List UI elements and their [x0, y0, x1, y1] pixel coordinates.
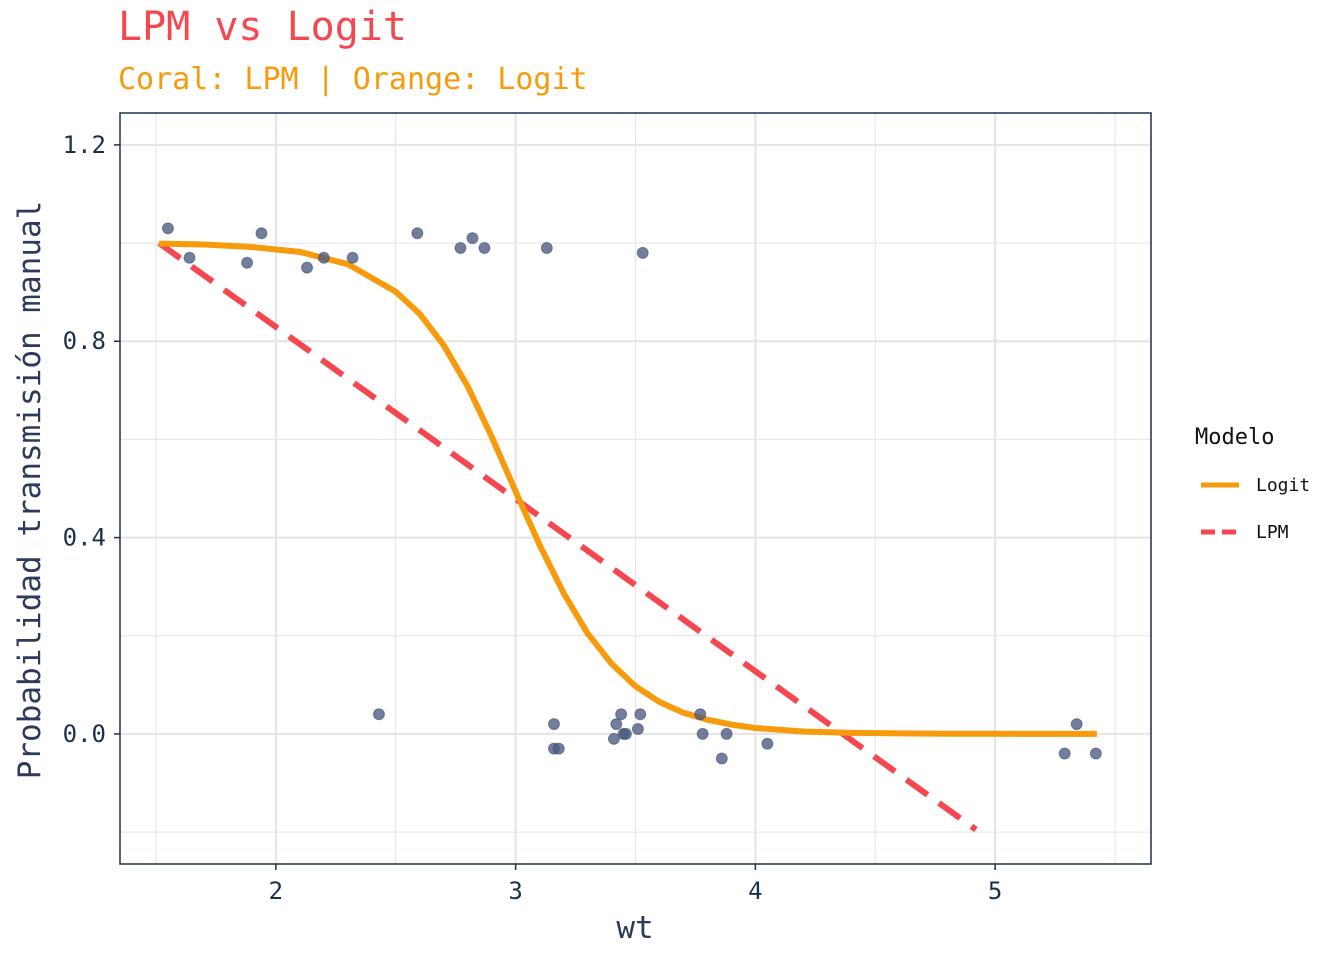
legend: Modelo Logit LPM	[1195, 425, 1310, 543]
series-line-logit	[159, 240, 1097, 737]
axes: 2 3 4 5 0.0 0.4 0.8 1.2	[63, 131, 1003, 905]
data-point	[610, 718, 623, 731]
data-point	[715, 752, 728, 765]
data-point	[634, 708, 647, 721]
data-point	[1089, 747, 1102, 760]
chart-title: LPM vs Logit	[118, 4, 407, 50]
data-point	[317, 251, 330, 264]
y-tick-label: 1.2	[63, 131, 106, 159]
data-point	[607, 732, 620, 745]
legend-label-lpm: LPM	[1256, 522, 1289, 543]
y-tick-label: 0.0	[63, 720, 106, 748]
data-point	[1070, 718, 1083, 731]
series-layer	[157, 240, 1097, 833]
data-point	[466, 232, 479, 245]
x-tick-label: 3	[508, 877, 522, 905]
x-axis-title: wt	[616, 910, 653, 946]
legend-title: Modelo	[1195, 425, 1274, 450]
chart-subtitle: Coral: LPM | Orange: Logit	[118, 62, 588, 97]
data-point	[301, 261, 314, 274]
data-point	[478, 241, 491, 254]
y-axis-title: Probabilidad transmisión manual	[12, 201, 48, 780]
data-point	[372, 708, 385, 721]
data-point	[552, 742, 565, 755]
data-point	[696, 727, 709, 740]
series-line-lpm	[157, 240, 978, 833]
x-tick-label: 2	[269, 877, 283, 905]
plot-panel-frame	[119, 112, 1152, 865]
legend-label-logit: Logit	[1256, 475, 1310, 496]
data-point	[411, 227, 424, 240]
data-point	[183, 251, 196, 264]
data-point	[720, 727, 733, 740]
data-point	[631, 723, 644, 736]
data-point	[255, 227, 268, 240]
data-point	[547, 718, 560, 731]
data-point	[761, 737, 774, 750]
grid-lines	[120, 113, 1151, 864]
data-point	[540, 241, 553, 254]
data-point	[241, 256, 254, 269]
data-point	[161, 222, 174, 235]
y-tick-label: 0.8	[63, 327, 106, 355]
data-point	[694, 708, 707, 721]
y-tick-label: 0.4	[63, 524, 106, 552]
data-points	[161, 222, 1102, 765]
data-point	[619, 727, 632, 740]
data-point	[636, 246, 649, 259]
data-point	[346, 251, 359, 264]
data-point	[1058, 747, 1071, 760]
data-point	[454, 241, 467, 254]
x-tick-label: 4	[748, 877, 762, 905]
x-tick-label: 5	[988, 877, 1002, 905]
data-point	[615, 708, 628, 721]
